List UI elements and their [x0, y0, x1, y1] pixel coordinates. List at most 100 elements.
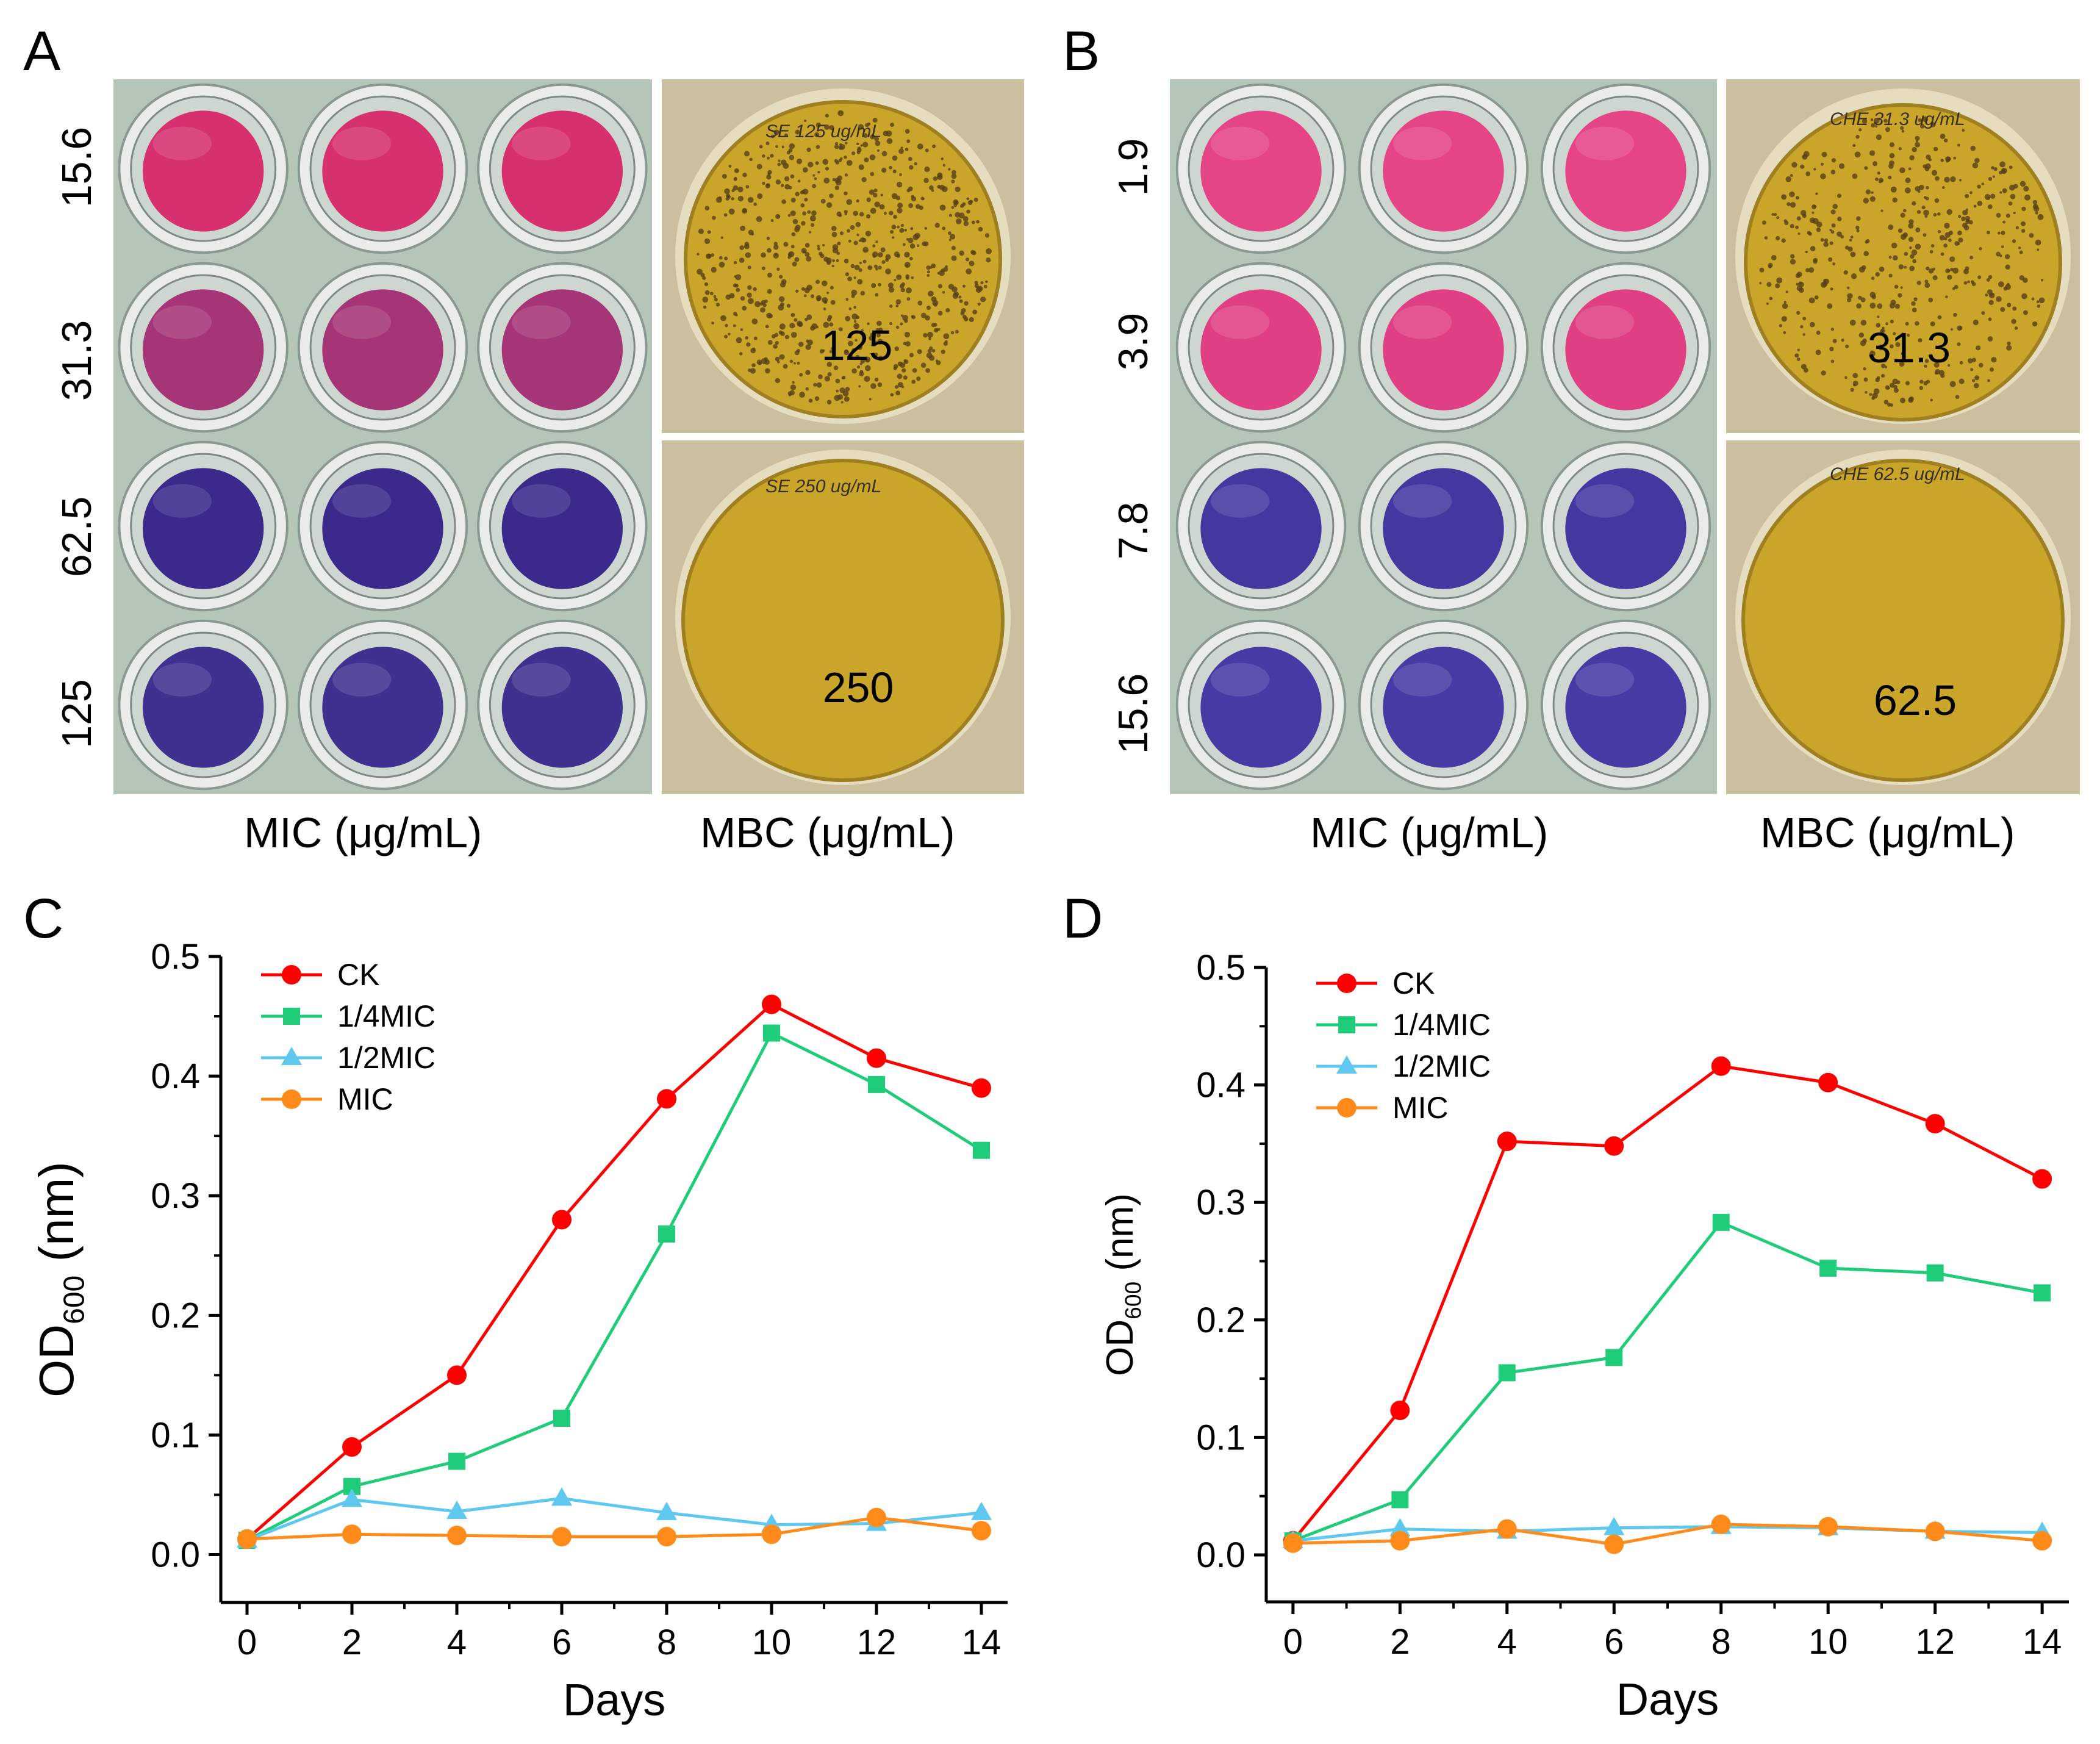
data-point-s2-1: [342, 1488, 362, 1507]
data-point-s0-6: [867, 1048, 886, 1068]
well-b-r4-c3: [1565, 647, 1686, 768]
legend-label: CK: [337, 958, 379, 992]
data-point-s0-6: [1925, 1114, 1945, 1134]
colonies-b: [1759, 116, 2045, 407]
x-tick-label: 14: [962, 1623, 1002, 1662]
y-tick-label: 0.0: [1196, 1535, 1245, 1575]
y-tick-label: 0.1: [1196, 1418, 1245, 1457]
mbc-value-a-1: 125: [821, 321, 893, 369]
mbc-dish-photo-a-1: SE 125 ug/mL 125: [662, 79, 1024, 433]
legend-marker: [282, 965, 301, 985]
series-line-1: [1292, 1220, 2043, 1543]
y-tick-label: 0.2: [151, 1296, 200, 1335]
well-a-r1-c2: [322, 110, 443, 232]
agar-dish-a-2: [681, 459, 1005, 782]
data-point-s0-2: [447, 1365, 467, 1385]
concentration-label-b-2: 3.9: [1110, 312, 1156, 371]
x-tick-label: 10: [1808, 1622, 1848, 1662]
data-point-s2-7: [971, 1501, 992, 1520]
data-point-s3-6: [867, 1507, 886, 1527]
agar-dish-a-1: [684, 100, 1002, 418]
data-point-s3-0: [1283, 1533, 1303, 1553]
mbc-caption-a: MBC (μg/mL): [700, 809, 955, 856]
series-line-0: [1291, 1064, 2043, 1542]
data-point-s0-7: [972, 1078, 991, 1098]
well-a-r2-c1: [143, 289, 264, 411]
mbc-value-b-2: 62.5: [1873, 676, 1957, 724]
panel-letter-b: B: [1063, 20, 1100, 82]
x-tick-label: 12: [857, 1623, 897, 1662]
well-a-r3-c3: [501, 468, 623, 589]
handwritten-label-b-2: CHE 62.5 ug/mL: [1830, 464, 1965, 484]
series-line-3: [1292, 1523, 2043, 1546]
y-tick-label: 0.2: [1196, 1301, 1245, 1340]
series-line-3: [246, 1516, 982, 1541]
data-point-s3-5: [1818, 1516, 1838, 1537]
series-line-0: [246, 1002, 982, 1540]
well-b-r3-c2: [1383, 468, 1504, 589]
handwritten-label-a-2: SE 250 ug/mL: [765, 476, 881, 497]
x-tick-label: 6: [1604, 1622, 1624, 1662]
data-point-s0-7: [2032, 1169, 2052, 1189]
data-point-s2-1: [1389, 1518, 1411, 1537]
well-grid-a: [118, 83, 648, 791]
y-tick-label: 0.0: [151, 1535, 200, 1575]
data-point-s0-3: [552, 1210, 572, 1230]
data-point-s0-4: [657, 1089, 676, 1109]
data-point-s3-6: [1925, 1521, 1945, 1541]
y-tick-label: 0.1: [151, 1415, 200, 1455]
data-point-s1-7: [2034, 1284, 2051, 1302]
well-a-r1-c3: [501, 110, 623, 232]
data-point-s3-0: [237, 1529, 257, 1549]
data-point-s3-2: [447, 1526, 467, 1546]
data-point-s0-5: [762, 994, 781, 1014]
well-a-r1-c1: [143, 110, 264, 232]
concentration-label-a-3: 62.5: [54, 496, 100, 578]
data-point-s3-4: [657, 1527, 676, 1547]
y-tick-label: 0.3: [151, 1176, 200, 1216]
data-point-s0-4: [1711, 1056, 1731, 1076]
legend-marker: [283, 1008, 300, 1025]
data-point-s3-5: [762, 1524, 781, 1545]
well-b-r3-c1: [1200, 468, 1322, 589]
y-tick-label: 0.5: [151, 937, 200, 977]
mic-caption-a: MIC (μg/mL): [244, 809, 482, 856]
data-point-s3-1: [1390, 1530, 1410, 1551]
x-tick-label: 14: [2023, 1622, 2062, 1662]
data-point-s0-3: [1604, 1136, 1624, 1156]
legend-marker: [282, 1089, 301, 1109]
concentration-label-b-1: 1.9: [1110, 138, 1156, 196]
data-point-s1-6: [1926, 1264, 1944, 1282]
data-point-s3-3: [552, 1527, 572, 1547]
well-a-r4-c2: [322, 647, 443, 768]
legend-label: 1/2MIC: [1392, 1049, 1491, 1083]
concentration-label-a-1: 15.6: [54, 126, 100, 208]
legend-label: CK: [1392, 966, 1435, 1000]
y-axis-title: OD600 (nm): [29, 1161, 91, 1398]
concentration-label-a-2: 31.3: [54, 320, 100, 401]
legend-label: MIC: [337, 1082, 393, 1116]
panel-letter-d: D: [1063, 888, 1103, 950]
mbc-dish-photo-b-1: CHE 31.3 ug/mL 31.3: [1726, 79, 2080, 433]
legend-marker: [1336, 1055, 1357, 1074]
well-b-r2-c1: [1200, 289, 1322, 411]
legend-label: 1/4MIC: [1392, 1008, 1491, 1042]
mbc-dish-photo-a-2: SE 250 ug/mL 250: [662, 440, 1024, 794]
data-point-s1-4: [1712, 1213, 1730, 1231]
x-tick-label: 4: [1497, 1622, 1517, 1662]
data-point-s3-7: [2032, 1530, 2052, 1551]
data-point-s3-7: [972, 1521, 991, 1541]
data-point-s3-2: [1497, 1519, 1517, 1539]
well-b-r3-c3: [1565, 468, 1686, 589]
y-tick-label: 0.4: [1196, 1066, 1245, 1105]
well-b-r1-c2: [1383, 110, 1504, 232]
data-point-s2-3: [551, 1487, 572, 1506]
data-point-s1-1: [1391, 1491, 1409, 1509]
concentration-label-b-4: 15.6: [1110, 673, 1156, 755]
x-tick-label: 6: [552, 1623, 572, 1662]
data-point-s3-4: [1711, 1514, 1731, 1534]
concentration-label-a-4: 125: [54, 679, 100, 748]
data-point-s1-3: [553, 1409, 570, 1427]
x-axis-title: Days: [563, 1674, 666, 1725]
x-tick-label: 4: [447, 1623, 467, 1662]
